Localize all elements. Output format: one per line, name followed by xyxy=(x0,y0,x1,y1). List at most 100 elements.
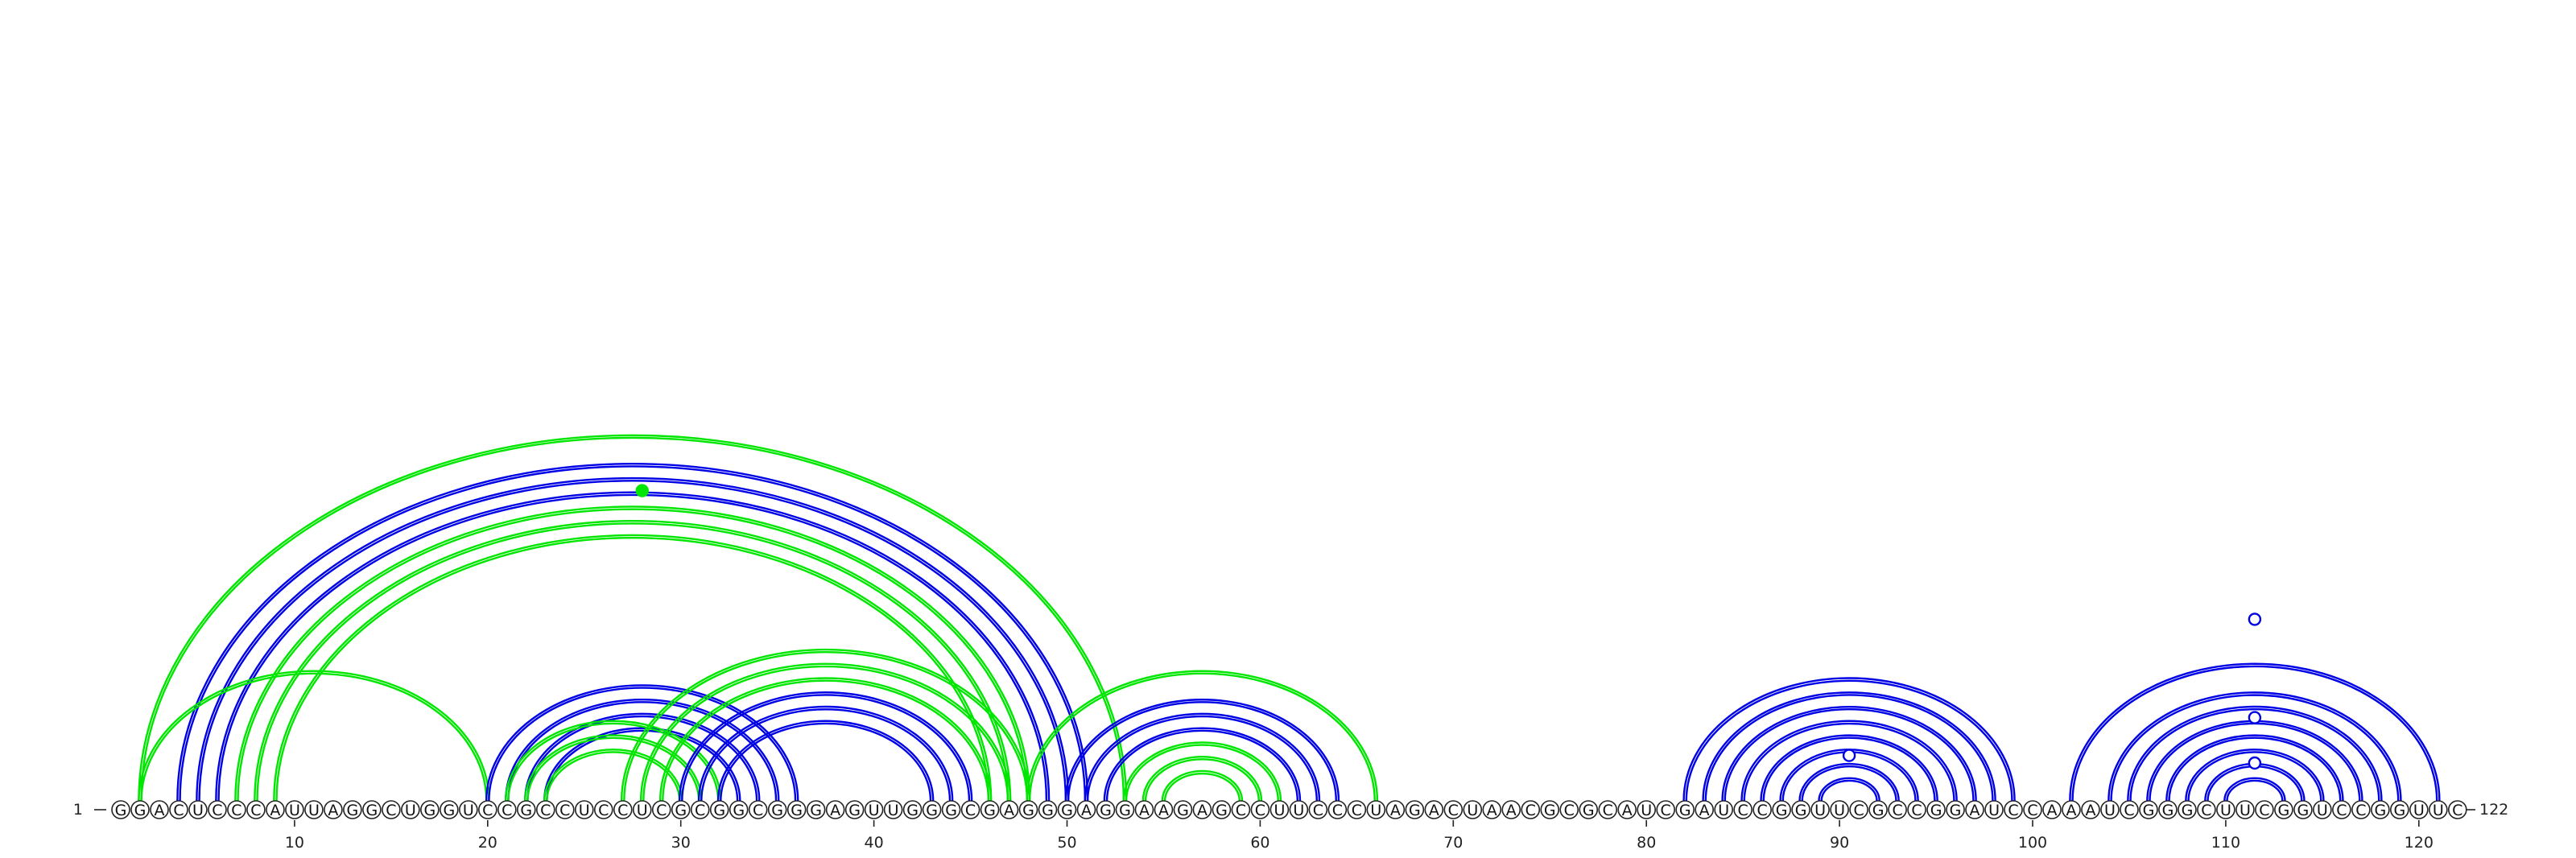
nucleotide-letter: C xyxy=(2201,802,2211,819)
nucleotide-letter: A xyxy=(2066,802,2076,819)
arc-stroke xyxy=(620,648,1031,802)
nucleotide: G xyxy=(1675,800,1695,819)
nucleotide-letter: G xyxy=(675,802,687,819)
tick-label: 30 xyxy=(671,834,691,852)
nucleotide-letter: U xyxy=(192,802,204,819)
nucleotide-letter: G xyxy=(2182,802,2194,819)
arc-stroke xyxy=(1721,705,1977,802)
nucleotide-circle xyxy=(2062,800,2081,819)
nucleotide: C xyxy=(960,800,980,819)
arc-stroke xyxy=(1820,779,1878,802)
nucleotide-circle xyxy=(2332,800,2351,819)
nucleotide-letter: C xyxy=(1603,802,1613,819)
nucleotide: U xyxy=(304,800,324,819)
nucleotide-letter: U xyxy=(2433,802,2444,819)
nucleotide-circle xyxy=(1791,800,1810,819)
markers-layer xyxy=(635,484,2262,770)
nucleotide-circle xyxy=(2255,800,2274,819)
nucleotide-circle xyxy=(1810,800,1830,819)
nucleotide-letter: U xyxy=(1814,802,1826,819)
nucleotide-circle xyxy=(690,800,710,819)
nucleotide-circle xyxy=(1617,800,1637,819)
nucleotide: U xyxy=(883,800,903,819)
nucleotide-letter: C xyxy=(2124,802,2134,819)
nucleotide-letter: G xyxy=(945,802,957,819)
arc-stroke xyxy=(1760,734,1938,802)
nucleotide: U xyxy=(1366,800,1386,819)
nucleotide-letter: A xyxy=(2085,802,2095,819)
nucleotide-letter: G xyxy=(733,802,745,819)
nucleotide-letter: C xyxy=(1525,802,1536,819)
nucleotide-circle xyxy=(2313,800,2332,819)
nucleotide: C xyxy=(535,800,555,819)
base-pair-arc xyxy=(1064,698,1340,802)
nucleotide-circle xyxy=(1849,800,1868,819)
end-label: 122 xyxy=(2479,801,2508,819)
nucleotide: A xyxy=(1385,800,1406,819)
nucleotide-circle xyxy=(1424,800,1444,819)
nucleotide-circle xyxy=(208,800,227,819)
base-pair-arc xyxy=(716,720,935,802)
nucleotide-letter: A xyxy=(2047,802,2058,819)
nucleotide-circle xyxy=(1212,800,1232,819)
nucleotide-circle xyxy=(1501,800,1521,819)
nucleotide: G xyxy=(729,800,749,819)
nucleotide: G xyxy=(2158,800,2178,819)
base-pair-arc xyxy=(1161,769,1244,802)
nucleotide-circle xyxy=(1463,800,1483,819)
nucleotide-letter: G xyxy=(1583,802,1595,819)
nucleotide-letter: U xyxy=(405,802,416,819)
nucleotide: G xyxy=(1018,800,1038,819)
nucleotide: U xyxy=(1637,800,1657,819)
base-pair-arc xyxy=(1721,705,1977,802)
nucleotide-circle xyxy=(1192,800,1212,819)
nucleotide: A xyxy=(2062,800,2081,819)
nucleotide-circle xyxy=(401,800,420,819)
nucleotide-letter: C xyxy=(1255,802,1265,819)
nucleotide-letter: C xyxy=(965,802,976,819)
nucleotide: U xyxy=(1830,800,1849,819)
nucleotide-circle xyxy=(2371,800,2390,819)
nucleotide-letter: C xyxy=(250,802,261,819)
nucleotide-circle xyxy=(285,800,304,819)
nucleotide-letter: C xyxy=(482,802,493,819)
nucleotide-circle xyxy=(1946,800,1965,819)
base-pair-arc xyxy=(639,662,1012,802)
nucleotide-letter: C xyxy=(1313,802,1323,819)
nucleotide-letter: U xyxy=(2317,802,2328,819)
base-pair-arc xyxy=(138,434,1128,802)
nucleotide: A xyxy=(1424,800,1444,819)
nucleotide-letter: U xyxy=(308,802,320,819)
nucleotide: A xyxy=(825,800,845,819)
nucleotide-letter: C xyxy=(1738,802,1748,819)
arc-stroke xyxy=(215,491,1051,802)
nucleotide-circle xyxy=(709,800,729,819)
nucleotide-circle xyxy=(1733,800,1752,819)
start-label: 1 xyxy=(73,801,83,819)
nucleotide: A xyxy=(1617,800,1637,819)
nucleotide-circle xyxy=(786,800,807,819)
arc-stroke xyxy=(140,436,1125,802)
nucleotide-letter: G xyxy=(423,802,436,819)
nucleotide-letter: G xyxy=(1061,802,1073,819)
nucleotide-letter: C xyxy=(1911,802,1922,819)
base-pair-arc xyxy=(678,691,973,802)
nucleotide-letter: C xyxy=(695,802,705,819)
nucleotide: U xyxy=(2409,800,2429,819)
nucleotide: C xyxy=(690,800,710,819)
nucleotide-letter: U xyxy=(289,802,300,819)
nucleotide-circle xyxy=(806,800,826,819)
arc-stroke xyxy=(1141,756,1263,802)
nucleotide-letter: C xyxy=(1892,802,1902,819)
nucleotide-letter: U xyxy=(2220,802,2231,819)
nucleotide-circle xyxy=(2390,800,2409,819)
nucleotide-circle xyxy=(304,800,324,819)
arcs-layer xyxy=(138,434,2441,802)
nucleotide: C xyxy=(1521,800,1541,819)
nucleotide: A xyxy=(1192,800,1212,819)
nucleotide-circle xyxy=(130,800,150,819)
base-pair-arc xyxy=(620,648,1031,802)
nucleotide-letter: G xyxy=(2143,802,2155,819)
nucleotide-letter: G xyxy=(520,802,532,819)
